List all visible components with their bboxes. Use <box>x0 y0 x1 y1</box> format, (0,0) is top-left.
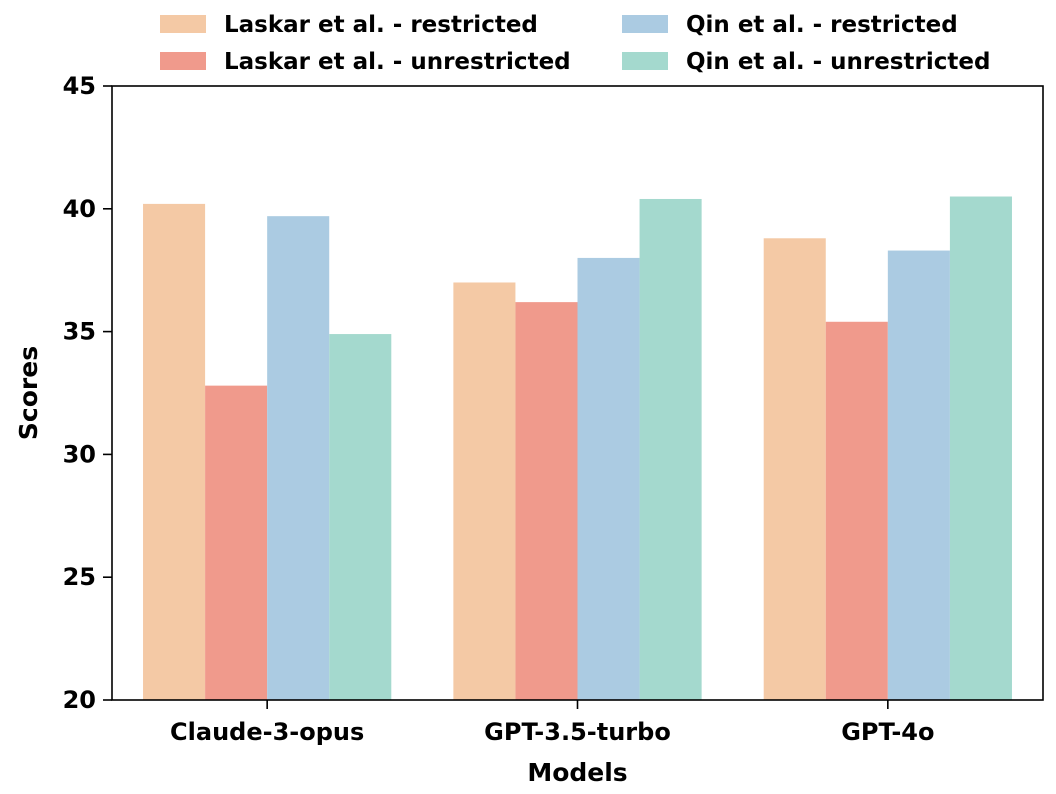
bar <box>515 302 578 700</box>
legend-swatch <box>622 52 668 70</box>
bar <box>329 334 392 700</box>
bar <box>949 196 1012 700</box>
legend-swatch <box>160 52 206 70</box>
y-axis-ticks: 20 25 30 35 40 45 <box>63 72 112 714</box>
bar <box>143 203 206 700</box>
x-tick-label: Claude-3-opus <box>170 718 364 746</box>
plot-frame <box>111 85 1044 701</box>
y-axis-label: Scores <box>14 346 43 440</box>
legend-label: Qin et al. - restricted <box>686 12 958 38</box>
legend-swatch <box>160 15 206 33</box>
y-tick-label: 30 <box>63 440 96 468</box>
y-tick-label: 35 <box>63 318 96 346</box>
bar <box>639 198 702 700</box>
legend-swatch <box>622 15 668 33</box>
bar <box>267 216 330 700</box>
x-tick-label: GPT-3.5-turbo <box>484 718 671 746</box>
bar <box>763 238 826 700</box>
bars <box>143 196 1012 700</box>
legend-label: Laskar et al. - restricted <box>224 12 538 38</box>
x-axis-ticks: Claude-3-opus GPT-3.5-turbo GPT-4o <box>170 700 934 746</box>
bar <box>453 282 516 700</box>
y-tick-label: 45 <box>63 72 96 100</box>
legend: Laskar et al. - restricted Laskar et al. … <box>160 12 990 75</box>
y-tick-label: 25 <box>63 563 96 591</box>
bar <box>825 321 888 700</box>
bar <box>577 257 640 700</box>
x-tick-label: GPT-4o <box>841 718 934 746</box>
legend-label: Qin et al. - unrestricted <box>686 49 990 75</box>
y-tick-label: 20 <box>63 686 96 714</box>
bar <box>205 385 268 700</box>
bar <box>887 250 950 700</box>
x-axis-label: Models <box>527 758 627 787</box>
y-tick-label: 40 <box>63 195 96 223</box>
legend-label: Laskar et al. - unrestricted <box>224 49 571 75</box>
